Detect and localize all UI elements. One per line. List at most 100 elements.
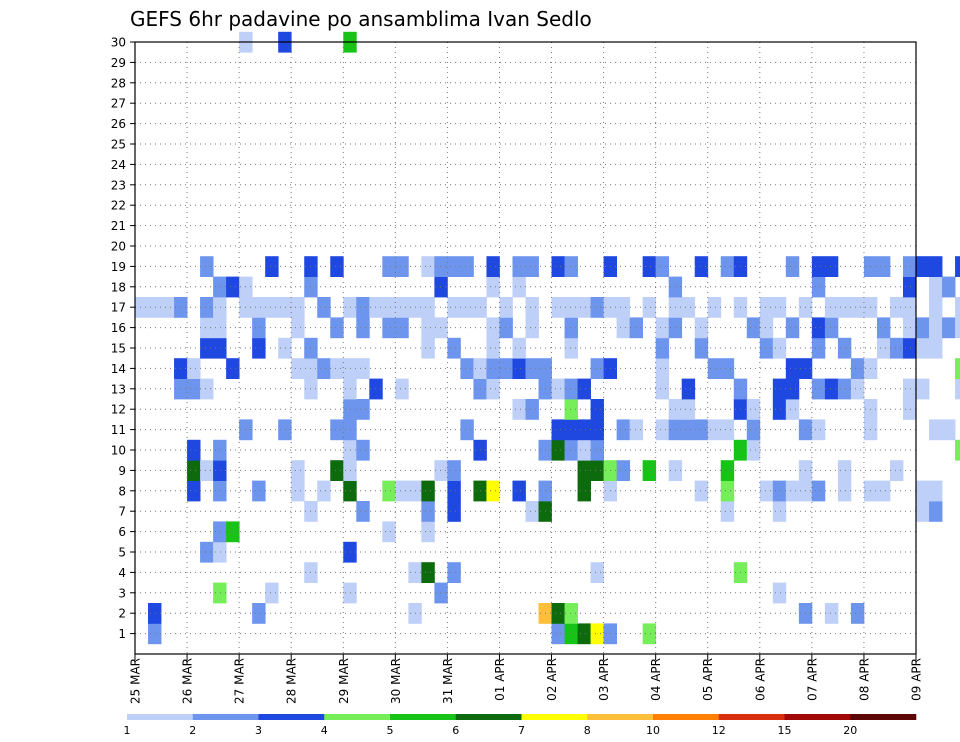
heatmap-cell xyxy=(785,378,800,400)
y-tick-label: 29 xyxy=(111,56,126,70)
heatmap-cell xyxy=(616,297,631,318)
heatmap-cell xyxy=(824,603,839,624)
y-tick-label: 26 xyxy=(111,117,126,131)
heatmap-cell xyxy=(421,521,435,543)
heatmap-cell xyxy=(772,480,787,502)
x-tick-label: 30 MAR xyxy=(389,658,403,704)
heatmap-cell xyxy=(356,358,370,379)
heatmap-cell xyxy=(837,460,852,481)
heatmap-cell xyxy=(942,276,956,298)
heatmap-cell xyxy=(564,439,578,461)
y-axis-ticks: 1234567891011121314151617181920212223242… xyxy=(111,36,135,641)
heatmap-cell xyxy=(382,297,396,318)
colorbar-label: 4 xyxy=(321,724,328,737)
heatmap-cell xyxy=(759,317,774,339)
heatmap-cell xyxy=(785,480,800,502)
heatmap-cell xyxy=(460,358,474,379)
heatmap-cell xyxy=(421,337,435,359)
colorbar-label: 2 xyxy=(189,724,196,737)
heatmap-cell xyxy=(564,256,578,277)
heatmap-cell xyxy=(551,297,565,318)
heatmap-cell xyxy=(421,297,435,318)
heatmap-cell xyxy=(929,276,943,298)
heatmap-cell xyxy=(291,358,305,379)
heatmap-cell xyxy=(616,460,631,481)
heatmap-cell xyxy=(929,419,943,441)
heatmap-cell xyxy=(447,337,461,359)
colorbar-swatch xyxy=(127,714,194,720)
y-tick-label: 14 xyxy=(111,362,126,376)
x-tick-label: 08 APR xyxy=(857,658,871,701)
y-tick-label: 24 xyxy=(111,158,126,172)
heatmap-cell xyxy=(590,439,604,461)
heatmap-cell xyxy=(929,480,943,502)
heatmap-cell xyxy=(785,317,800,339)
heatmap-cell xyxy=(876,256,891,277)
y-tick-label: 20 xyxy=(111,240,126,254)
heatmap-cell xyxy=(460,256,474,277)
colorbar-label: 10 xyxy=(646,724,660,737)
heatmap-cell xyxy=(226,521,240,543)
heatmap-cell xyxy=(655,378,670,400)
heatmap-cell xyxy=(655,256,670,277)
heatmap-cell xyxy=(577,378,591,400)
heatmap-cell xyxy=(916,337,930,359)
heatmap-cell xyxy=(824,317,839,339)
heatmap-cell xyxy=(590,297,604,318)
heatmap-cell xyxy=(929,337,943,359)
heatmap-cell xyxy=(837,480,852,502)
heatmap-cell xyxy=(642,460,657,481)
heatmap-cell xyxy=(811,337,826,359)
heatmap-cell xyxy=(720,256,735,277)
heatmap-cell xyxy=(291,317,305,339)
heatmap-cell xyxy=(200,337,214,359)
heatmap-cell xyxy=(161,297,175,318)
x-tick-label: 01 APR xyxy=(493,658,507,701)
y-tick-label: 18 xyxy=(111,280,126,294)
heatmap-cell xyxy=(955,256,960,277)
heatmap-cell xyxy=(213,276,227,298)
heatmap-cell xyxy=(746,317,761,339)
heatmap-cell xyxy=(330,419,344,441)
heatmap-cell xyxy=(551,439,565,461)
y-tick-label: 30 xyxy=(111,36,126,50)
heatmap-cell xyxy=(824,297,839,318)
heatmap-cell xyxy=(213,460,227,481)
heatmap-cell xyxy=(694,419,709,441)
heatmap-cell xyxy=(916,378,930,400)
heatmap-cell xyxy=(942,419,956,441)
heatmap-cell xyxy=(551,419,565,441)
heatmap-cell xyxy=(356,439,370,461)
colorbar-label: 1 xyxy=(124,724,131,737)
x-tick-label: 02 APR xyxy=(545,658,559,701)
x-tick-label: 25 MAR xyxy=(129,658,143,704)
heatmap-cell xyxy=(265,256,279,277)
heatmap-cell xyxy=(694,256,709,277)
heatmap-cell xyxy=(811,480,826,502)
heatmap-cell xyxy=(512,337,526,359)
heatmap-cell xyxy=(785,256,800,277)
heatmap-cell xyxy=(460,297,474,318)
heatmap-cell xyxy=(382,256,396,277)
heatmap-cell xyxy=(213,541,227,563)
heatmap-cell xyxy=(746,399,761,420)
colorbar-swatch xyxy=(653,714,720,720)
x-tick-label: 05 APR xyxy=(701,658,715,701)
heatmap-cell xyxy=(343,399,357,420)
colorbar-swatch xyxy=(192,714,259,720)
heatmap-cell xyxy=(395,256,409,277)
heatmap-cell xyxy=(929,317,943,339)
heatmap-cell xyxy=(850,378,865,400)
heatmap-cell xyxy=(772,582,787,604)
heatmap-cell xyxy=(421,317,435,339)
heatmap-cell xyxy=(447,501,461,522)
heatmap-cell xyxy=(291,297,305,318)
heatmap-cell xyxy=(148,603,162,624)
heatmap-cell xyxy=(655,317,670,339)
y-tick-label: 3 xyxy=(118,586,126,600)
heatmap-cell xyxy=(772,399,787,420)
heatmap-cell xyxy=(564,378,578,400)
heatmap-cell xyxy=(655,358,670,379)
heatmap-cell xyxy=(902,378,917,400)
